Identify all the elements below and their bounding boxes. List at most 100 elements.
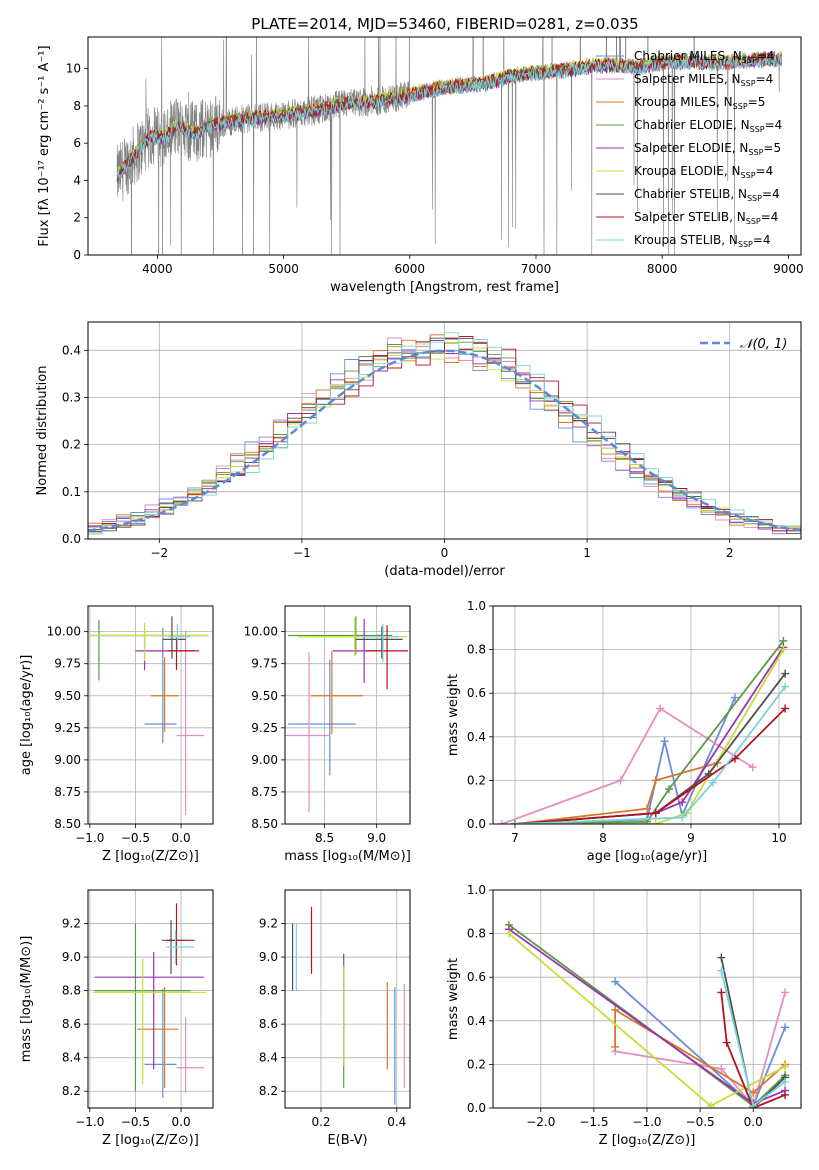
- panel-weight-vs-age: 7 8 9 10 0.0 0.2 0.4 0.6 0.8 1.0 age [log₁₀(age/yr…: [446, 599, 802, 864]
- x-tick-label: −0.5: [121, 1115, 150, 1129]
- y-axis-label: Flux [fλ 10⁻¹⁷ erg cm⁻² s⁻¹ A⁻¹]: [37, 45, 52, 246]
- legend-entry: Kroupa MILES, NSSP=5: [634, 95, 765, 111]
- errorbar-point: [92, 958, 207, 1085]
- weight-marker: [651, 820, 660, 824]
- y-axis-label: mass weight: [446, 674, 461, 756]
- errorbar-point: [355, 626, 403, 659]
- weight-marker: [781, 669, 790, 678]
- y-tick-label: 0: [73, 248, 81, 262]
- x-tick-label: 8: [599, 831, 607, 845]
- y-tick-label: 1.0: [467, 599, 486, 613]
- y-tick-label: 9.75: [54, 657, 81, 671]
- x-axis-label: Z [log₁₀(Z/Z⊙)]: [599, 1133, 696, 1148]
- weight-marker: [779, 645, 788, 654]
- errorbar-point: [176, 1017, 204, 1093]
- y-tick-label: 0.1: [62, 485, 81, 499]
- y-tick-label: 9.0: [259, 950, 278, 964]
- x-tick-label: 9000: [773, 262, 804, 276]
- errorbar-point: [168, 623, 191, 650]
- legend-entry: Salpeter MILES, NSSP=4: [634, 72, 773, 88]
- legend-entry: Kroupa STELIB, NSSP=4: [634, 233, 771, 249]
- y-tick-label: 0.2: [467, 1057, 486, 1071]
- x-tick-label: −2.0: [526, 1115, 555, 1129]
- weight-marker: [781, 1062, 790, 1071]
- errorbar-point: [311, 650, 364, 735]
- plot-area: [285, 616, 408, 813]
- weight-line: [501, 707, 754, 824]
- errorbar-point: [288, 659, 356, 776]
- x-axis-label: age [log₁₀(age/yr)]: [587, 849, 708, 864]
- errorbar-point: [150, 657, 179, 732]
- errorbar-point: [285, 652, 330, 813]
- y-tick-label: 8: [73, 99, 81, 113]
- y-tick-label: 0.2: [467, 773, 486, 787]
- plot-area: [497, 636, 790, 824]
- weight-marker: [722, 1038, 731, 1047]
- weight-marker: [611, 1042, 620, 1051]
- legend-entry: 𝒩(0, 1): [740, 337, 787, 352]
- y-tick-label: 0.8: [467, 643, 486, 657]
- weight-line: [514, 686, 786, 824]
- y-axis-label: Normed distribution: [35, 366, 50, 496]
- x-axis-label: Z [log₁₀(Z/Z⊙)]: [102, 1133, 199, 1148]
- plot-area: [88, 332, 801, 535]
- errorbar-point: [366, 625, 408, 690]
- x-tick-label: −1.0: [75, 831, 104, 845]
- axes-frame: [87, 889, 214, 1109]
- x-axis-label: (data-model)/error: [384, 564, 505, 579]
- axes-frame: [284, 889, 411, 1109]
- panel-mass-vs-EBV: 0.2 0.4 8.2 8.4 8.6 8.8 9.0 9.2 E(B-V): [259, 889, 411, 1148]
- x-tick-label: 0.0: [172, 1115, 191, 1129]
- legend-entry: Chabrier ELODIE, NSSP=4: [634, 118, 782, 134]
- residual-histogram: [88, 332, 801, 535]
- y-tick-label: 8.4: [62, 1051, 81, 1065]
- y-tick-label: 8.4: [259, 1051, 278, 1065]
- y-tick-label: 0.0: [467, 817, 486, 831]
- x-tick-label: −0.5: [686, 1115, 715, 1129]
- legend-entry: Kroupa ELODIE, NSSP=4: [634, 164, 773, 180]
- axes-frame: [87, 605, 214, 825]
- weight-line: [514, 697, 736, 824]
- panel-mass-vs-Z: −1.0 −0.5 0.0 8.2 8.4 8.6 8.8 9.0 9.2 Z [log₁₀(Z/…: [19, 889, 214, 1148]
- x-tick-label: 9.0: [367, 831, 386, 845]
- weight-marker: [781, 1023, 790, 1032]
- y-tick-label: 8.75: [251, 785, 278, 799]
- y-tick-label: 0.3: [62, 390, 81, 404]
- y-tick-label: 9.50: [54, 689, 81, 703]
- x-tick-label: 9: [687, 831, 695, 845]
- weight-marker: [706, 1101, 715, 1108]
- axes-frame: [492, 605, 802, 825]
- y-axis-label: age [log₁₀(age/yr)]: [19, 655, 34, 776]
- weight-marker: [643, 804, 651, 813]
- y-tick-label: 4: [73, 173, 81, 187]
- weight-marker: [511, 820, 519, 824]
- x-tick-label: 6000: [395, 262, 426, 276]
- weight-marker: [616, 776, 625, 785]
- plot-area: [116, 37, 783, 255]
- x-tick-label: 5000: [268, 262, 299, 276]
- weight-line: [514, 707, 786, 824]
- y-tick-label: 10.00: [244, 625, 278, 639]
- weight-marker: [497, 820, 506, 824]
- y-tick-label: 8.6: [259, 1017, 278, 1031]
- weight-line: [514, 640, 785, 824]
- y-tick-label: 8.2: [62, 1084, 81, 1098]
- errorbar-point: [94, 952, 204, 1070]
- weight-marker: [651, 776, 660, 785]
- weight-marker: [781, 1077, 790, 1086]
- weight-marker: [611, 977, 620, 986]
- errorbar-point: [362, 623, 399, 663]
- axes-frame: [284, 605, 411, 825]
- panel-age-vs-Z: −1.0 −0.5 0.0 8.50 8.75 9.00 9.25 9.50 9.75 10.00…: [19, 605, 214, 864]
- legend-entry: Salpeter STELIB, NSSP=4: [634, 210, 778, 226]
- weight-marker: [731, 754, 739, 763]
- figure-title: PLATE=2014, MJD=53460, FIBERID=0281, z=0…: [251, 15, 638, 33]
- errorbar-point: [89, 622, 209, 662]
- weight-marker: [781, 988, 790, 997]
- x-tick-label: 2: [726, 546, 734, 560]
- y-tick-label: 2: [73, 211, 81, 225]
- plot-area: [291, 906, 405, 1105]
- axes-frame: [492, 889, 802, 1109]
- panel-age-vs-mass: 8.5 9.0 8.50 8.75 9.00 9.25 9.50 9.75 10.00 mass …: [244, 605, 411, 864]
- y-tick-label: 6: [73, 136, 81, 150]
